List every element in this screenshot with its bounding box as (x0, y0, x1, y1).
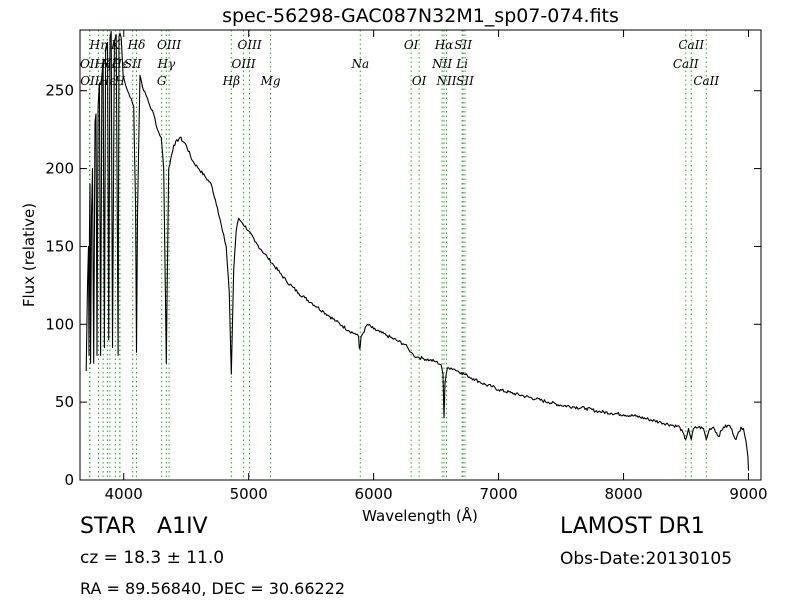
line-marker-label: OII (80, 57, 100, 71)
line-marker-label: Hγ (157, 57, 176, 71)
y-tick-label: 200 (45, 160, 74, 178)
line-marker-label: OI (404, 38, 419, 52)
x-tick-label: 9000 (729, 485, 767, 503)
line-marker-label: Hβ (222, 74, 240, 88)
line-marker-layer: OIIOIIHηHζHεHζKHHεSIIHδGHγOIIIHβOIIIOIII… (80, 30, 719, 480)
line-marker-label: Hε (111, 57, 129, 71)
line-marker-label: OIII (157, 38, 181, 52)
line-marker-label: G (157, 74, 167, 88)
class-label: STAR (80, 514, 137, 539)
line-marker-label: Hδ (127, 38, 146, 52)
x-tick-label: 7000 (480, 485, 518, 503)
line-marker-label: NII (431, 57, 452, 71)
subclass-label: A1IV (157, 514, 208, 539)
line-marker-label: OI (412, 74, 427, 88)
obs-date-label: Obs-Date:20130105 (560, 549, 733, 569)
y-tick-label: 50 (55, 393, 74, 411)
redshift-label: cz = 18.3 ± 11.0 (80, 548, 225, 568)
axis-ticks: 4000 5000 6000 7000 8000 9000 0 50 100 150 200 250 (45, 30, 768, 503)
line-marker-label: K (110, 38, 121, 52)
line-marker-label: CaII (678, 38, 704, 52)
line-marker-label: Hε (98, 74, 116, 88)
x-tick-label: 8000 (604, 485, 642, 503)
line-marker-label: CaII (693, 74, 719, 88)
line-marker-label: OII (80, 74, 100, 88)
chart-title: spec-56298-GAC087N32M1_sp07-074.fits (222, 5, 619, 27)
line-marker-label: Hα (434, 38, 454, 52)
spectrum-series-line (85, 31, 750, 471)
line-marker-label: CaII (673, 57, 699, 71)
line-marker-label: OIII (232, 57, 256, 71)
y-tick-label: 250 (45, 82, 74, 100)
line-marker-label: SII (124, 57, 142, 71)
x-axis-label: Wavelength (Å) (362, 506, 478, 525)
survey-label: LAMOST DR1 (560, 514, 705, 539)
y-axis-label: Flux (relative) (20, 203, 38, 307)
y-tick-label: 0 (64, 471, 74, 489)
x-tick-label: 5000 (230, 485, 268, 503)
line-marker-label: NII (435, 74, 456, 88)
y-tick-label: 100 (45, 315, 74, 333)
line-marker-label: SII (454, 38, 472, 52)
object-class: STAR A1IV (80, 514, 208, 539)
line-marker-label: SII (456, 74, 474, 88)
line-marker-label: Na (350, 57, 369, 71)
y-tick-label: 150 (45, 237, 74, 255)
line-marker-label: Mg (260, 74, 281, 88)
line-marker-label: Li (455, 57, 468, 71)
coords-label: RA = 89.56840, DEC = 30.66222 (80, 579, 346, 598)
plot-frame (79, 29, 762, 481)
line-marker-label: Hη (89, 38, 108, 52)
x-tick-label: 6000 (355, 485, 393, 503)
x-tick-label: 4000 (105, 485, 143, 503)
line-marker-label: OIII (238, 38, 262, 52)
